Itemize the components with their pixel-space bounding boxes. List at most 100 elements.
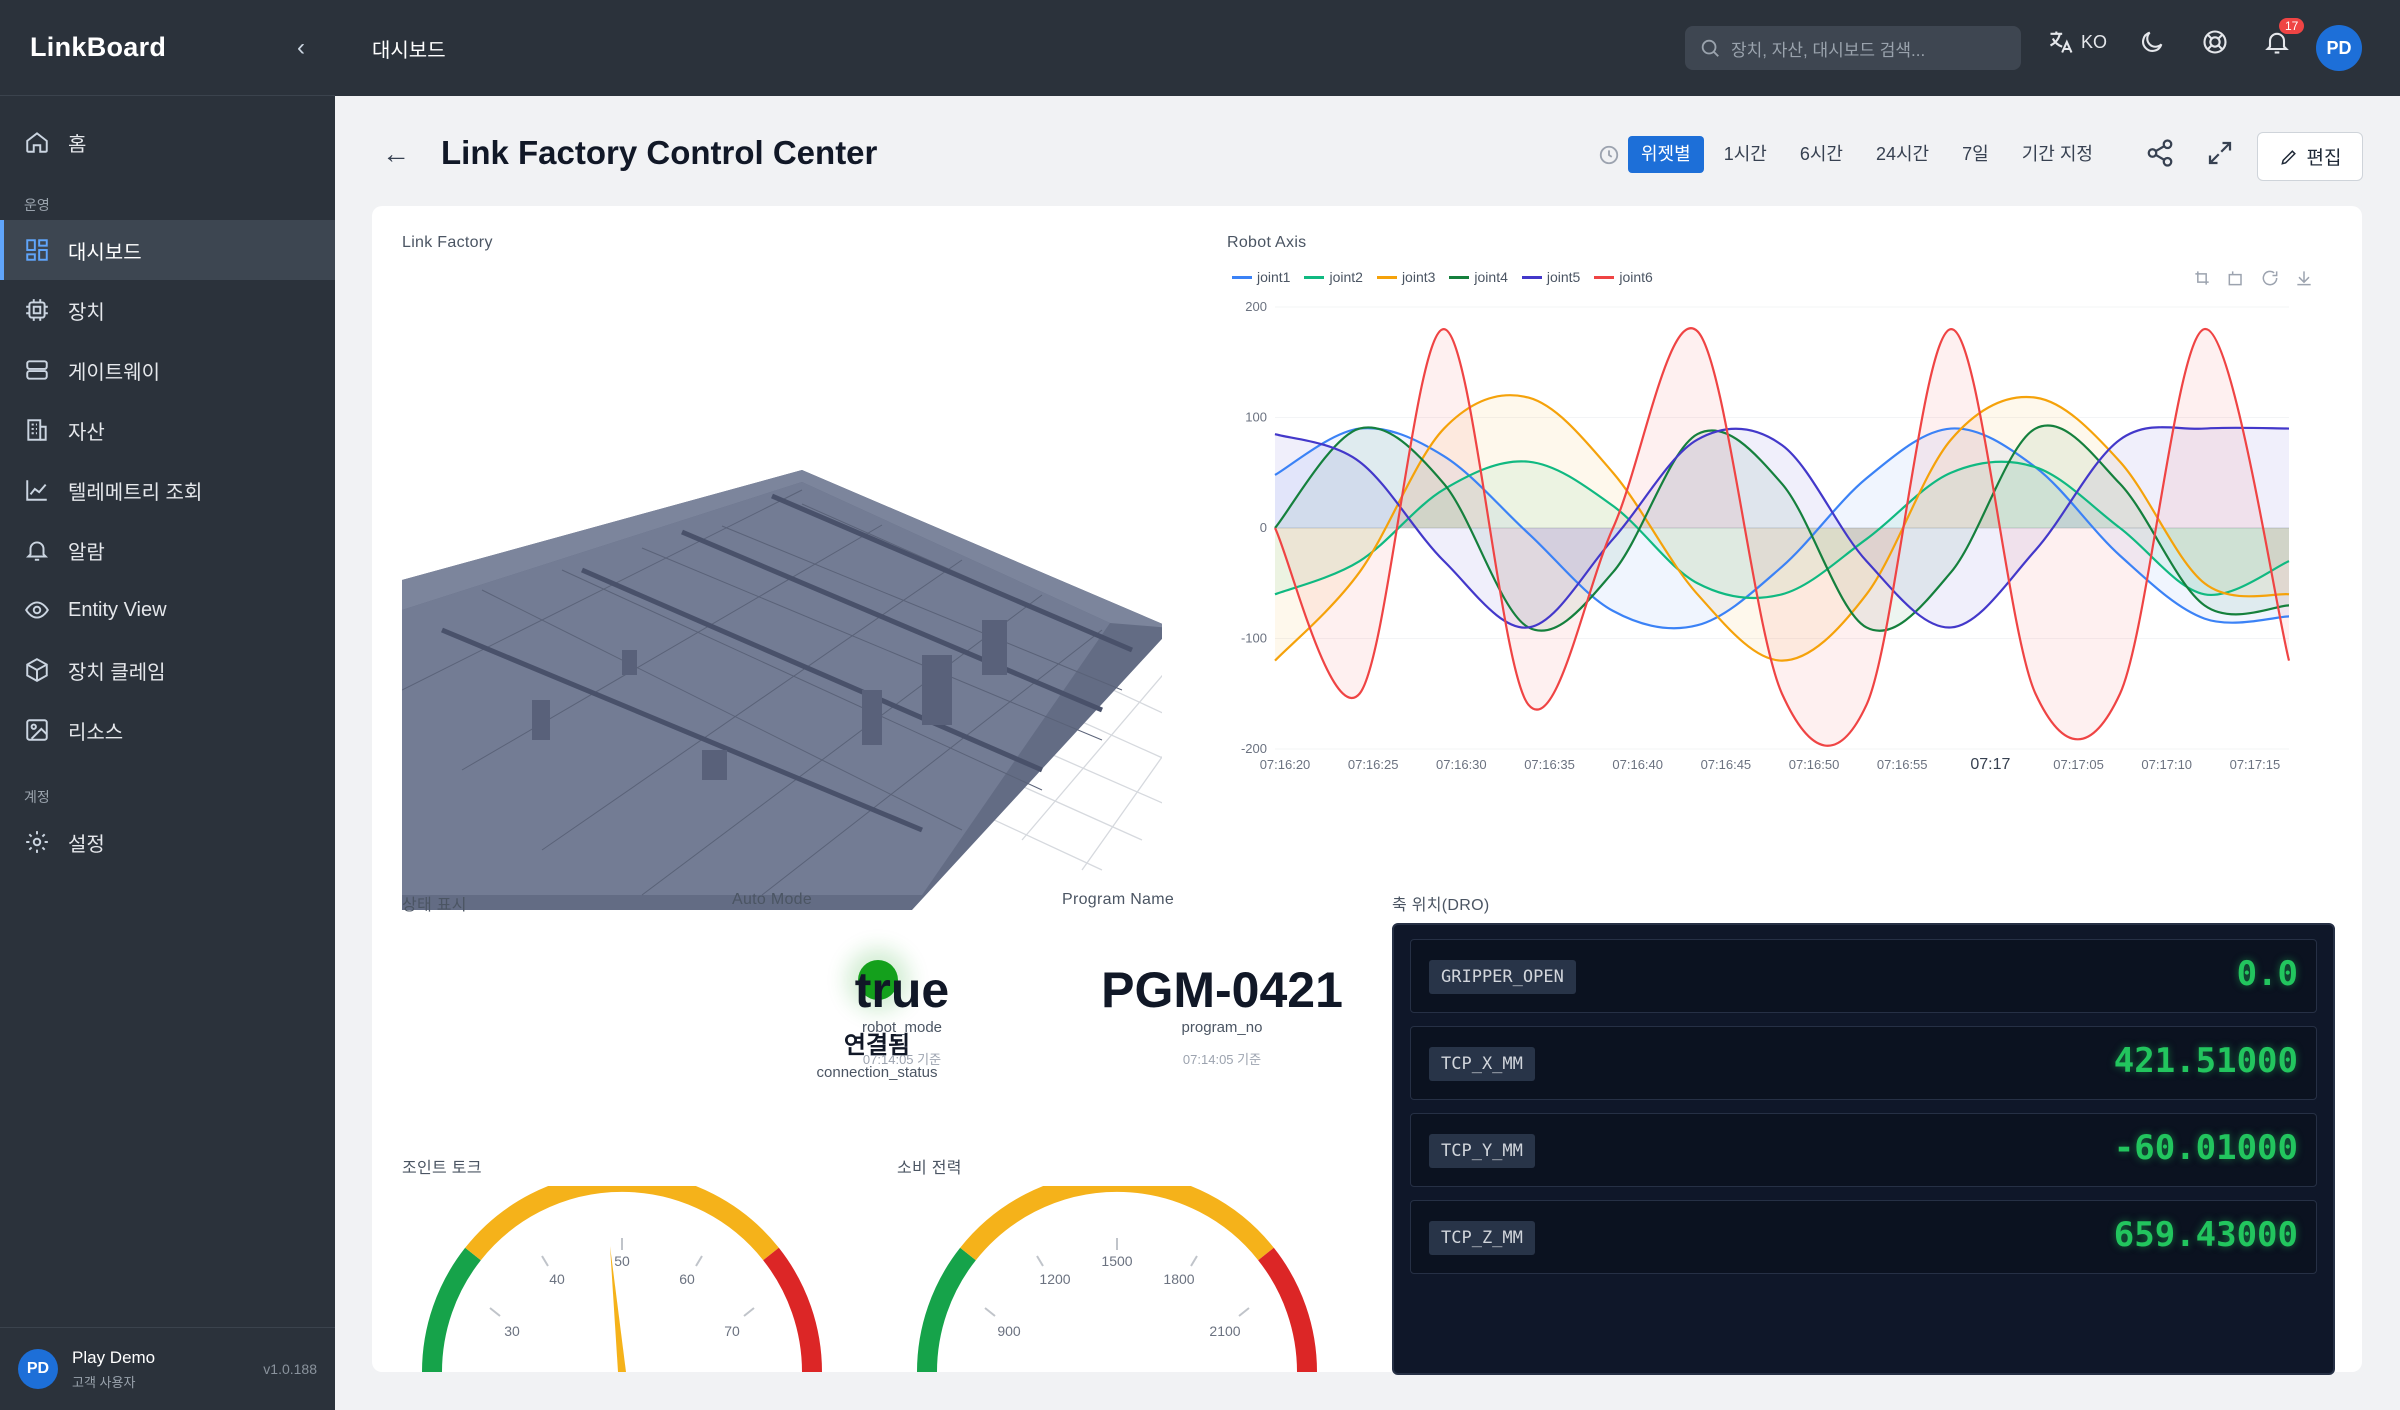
server-icon (26, 360, 48, 380)
legend-item[interactable]: joint5 (1521, 269, 1581, 285)
language-label: KO (2081, 31, 2108, 52)
legend-item[interactable]: joint4 (1449, 269, 1508, 285)
series-line-joint4 (1274, 424, 2290, 632)
time-range-selector: 위젯별 1시간 6시간 24시간 7일 기간 지정 (1598, 136, 2113, 173)
legend-swatch (1376, 275, 1397, 279)
y-tick-label: 200 (1245, 299, 1267, 314)
theme-toggle[interactable] (2138, 28, 2166, 56)
cube-icon (26, 658, 48, 682)
legend-label: joint6 (1619, 269, 1653, 285)
user-profile[interactable]: PD Play Demo 고객 사용자 v1.0.188 (0, 1327, 335, 1410)
series-line-joint5 (1274, 426, 2290, 629)
section-operations: 운영 (24, 197, 50, 213)
topbar-avatar[interactable]: PD (2316, 25, 2362, 71)
avatar: PD (18, 1349, 58, 1389)
range-7d[interactable]: 7일 (1962, 144, 1989, 164)
x-tick-label: 07:16:45 (1701, 757, 1752, 772)
brand-logo[interactable]: LinkBoard (30, 32, 167, 62)
sidebar-item-device-claim[interactable]: 장치 클레임 (0, 640, 335, 700)
y-tick-label: 100 (1245, 410, 1267, 425)
sidebar-item-entity-view[interactable]: Entity View (0, 580, 335, 640)
legend-label: joint5 (1546, 269, 1581, 285)
fullscreen-icon[interactable] (2205, 138, 2235, 168)
legend-item[interactable]: joint6 (1594, 269, 1653, 285)
dro-widget-title: 축 위치(DRO) (1392, 897, 1490, 914)
factory-3d-view[interactable] (402, 270, 1162, 910)
user-role: 고객 사용자 (72, 1374, 136, 1390)
chart-legend: joint1 joint2 joint3 joint4 joint5 joint… (1232, 269, 1653, 285)
sidebar-item-label: 장치 클레임 (68, 661, 166, 684)
search-input[interactable]: 장치, 자산, 대시보드 검색... (1685, 26, 2021, 70)
gauge-tick: 1200 (1039, 1271, 1070, 1287)
series-area (1275, 427, 2289, 628)
gear-icon (26, 831, 48, 853)
edit-button[interactable]: 편집 (2257, 132, 2363, 181)
gauge-tick: 900 (997, 1323, 1021, 1339)
share-icon[interactable] (2145, 138, 2175, 168)
sidebar-item-resources[interactable]: 리소스 (0, 700, 335, 760)
dro-value: 659.43000 (2113, 1215, 2298, 1255)
language-button[interactable]: KO (2047, 28, 2107, 56)
x-tick-label: 07:16:20 (1260, 757, 1311, 772)
series-line-joint6 (1274, 327, 2291, 747)
user-name: Play Demo (72, 1347, 156, 1367)
dro-row: TCP_Y_MM -60.01000 (1410, 1113, 2317, 1187)
x-tick-label: 07:16:40 (1612, 757, 1663, 772)
legend-swatch (1232, 275, 1252, 279)
section-account: 계정 (24, 789, 50, 805)
legend-swatch (1304, 275, 1325, 279)
refresh-icon[interactable] (2260, 268, 2280, 288)
status-value: 연결됨 (843, 1032, 911, 1059)
sidebar-item-alarms[interactable]: 알람 (0, 520, 335, 580)
gauge-needle (610, 1246, 626, 1372)
download-icon[interactable] (2294, 268, 2314, 288)
dro-panel: GRIPPER_OPEN 0.0 TCP_X_MM 421.51000 TCP_Y_… (1392, 923, 2335, 1375)
sidebar-item-label: 장치 (68, 301, 105, 324)
series-area (1275, 328, 2289, 746)
sidebar-item-settings[interactable]: 설정 (0, 812, 335, 872)
sidebar-item-home[interactable]: 홈 (0, 112, 335, 172)
sidebar-item-label: 자산 (68, 421, 105, 444)
gauge-tick: 1800 (1163, 1271, 1194, 1287)
legend-item[interactable]: joint1 (1232, 269, 1290, 285)
program-timestamp: 07:14:05 기준 (1182, 1052, 1262, 1067)
sidebar-item-assets[interactable]: 자산 (0, 400, 335, 460)
range-custom[interactable]: 기간 지정 (2021, 144, 2093, 164)
series-line-joint1 (1274, 426, 2290, 630)
x-tick-label: 07:16:50 (1789, 757, 1840, 772)
range-widget[interactable]: 위젯별 (1628, 136, 1704, 173)
notifications-button[interactable]: 17 (2263, 18, 2305, 56)
range-1h[interactable]: 1시간 (1723, 144, 1767, 164)
range-6h[interactable]: 6시간 (1799, 144, 1843, 164)
legend-item[interactable]: joint2 (1304, 269, 1363, 285)
sidebar-item-gateways[interactable]: 게이트웨이 (0, 340, 335, 400)
image-icon (26, 719, 48, 741)
sidebar-item-devices[interactable]: 장치 (0, 280, 335, 340)
y-tick-label: 0 (1260, 520, 1267, 535)
help-button[interactable] (2201, 28, 2229, 56)
zoom-icon[interactable] (2192, 268, 2212, 288)
torque-widget-title: 조인트 토크 (402, 1160, 482, 1177)
sidebar-item-telemetry[interactable]: 텔레메트리 조회 (0, 460, 335, 520)
back-arrow-icon[interactable]: ← (382, 138, 410, 169)
collapse-sidebar-icon[interactable]: ‹ (297, 33, 305, 61)
sidebar-item-label: 설정 (68, 833, 105, 856)
gauge-tick: 60 (679, 1271, 695, 1287)
dro-row: TCP_Z_MM 659.43000 (1410, 1200, 2317, 1274)
sidebar-item-dashboard[interactable]: 대시보드 (0, 220, 335, 280)
gauge-tick: 40 (549, 1271, 565, 1287)
legend-item[interactable]: joint3 (1376, 269, 1435, 285)
moon-icon (2142, 31, 2163, 52)
sidebar: LinkBoard ‹ 홈 운영 대시보드 장치 게이트웨이 자산 텔레메트리 … (0, 0, 335, 1410)
x-tick-label: 07:17:05 (2053, 757, 2104, 772)
x-tick-label: 07:16:25 (1348, 757, 1399, 772)
range-24h[interactable]: 24시간 (1875, 144, 1930, 164)
legend-swatch (1521, 275, 1542, 279)
x-tick-label: 07:17:15 (2230, 757, 2281, 772)
zoom-reset-icon[interactable] (2226, 268, 2246, 288)
dro-tag: TCP_X_MM (1429, 1047, 1535, 1081)
gauge-tick: 2100 (1209, 1323, 1240, 1339)
y-tick-label: -100 (1241, 631, 1267, 646)
status-key: connection_status (816, 1064, 938, 1081)
